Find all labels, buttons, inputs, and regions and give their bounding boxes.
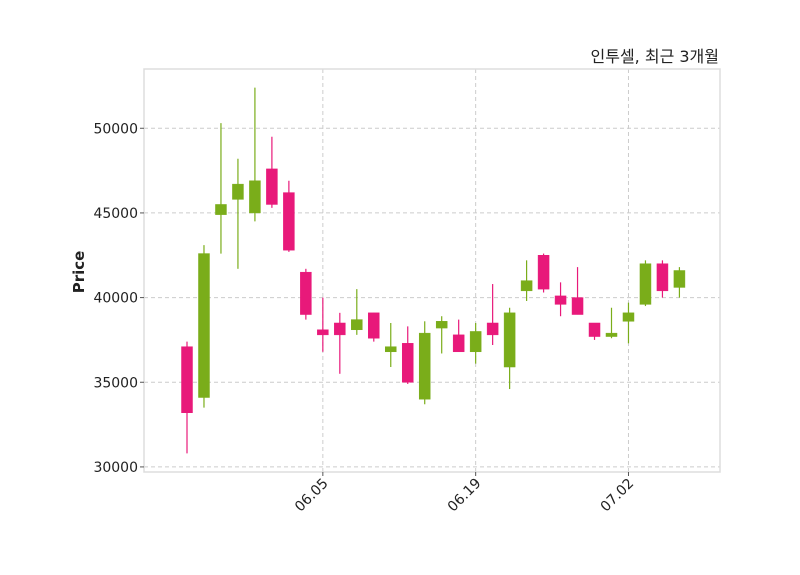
candle-down — [317, 297, 329, 352]
candle-body — [639, 263, 652, 305]
candle-body — [266, 168, 278, 205]
candle-body — [486, 322, 499, 336]
y-tick-label: 45000 — [93, 206, 138, 222]
y-tick-label: 35000 — [93, 375, 138, 391]
y-tick-label: 40000 — [93, 291, 138, 307]
candle-down — [571, 267, 584, 315]
candle-down — [554, 282, 567, 317]
candle-body — [249, 180, 261, 214]
candle-down — [537, 253, 550, 293]
candle-up — [639, 260, 652, 307]
candle-body — [537, 255, 550, 290]
y-tick-label: 30000 — [93, 460, 138, 476]
candle-body — [385, 346, 397, 353]
candle-body — [435, 321, 448, 329]
candle-body — [401, 343, 414, 383]
candle-up — [520, 260, 533, 301]
candle-up — [622, 302, 635, 344]
candle-body — [571, 297, 584, 315]
candle-body — [368, 312, 380, 339]
candle-body — [656, 263, 669, 292]
candle-up — [418, 321, 431, 405]
candle-body — [605, 332, 618, 337]
candle-down — [368, 312, 380, 342]
x-tick-label: 06.19 — [445, 476, 485, 516]
candle-body — [418, 332, 431, 400]
candle-up — [605, 307, 618, 339]
candle-body — [198, 253, 210, 398]
candle-down — [452, 319, 465, 353]
candle-down — [266, 136, 278, 208]
candle-body — [232, 183, 244, 200]
candle-body — [317, 329, 329, 336]
candle-down — [181, 341, 193, 454]
candle-body — [588, 322, 601, 337]
candle-up — [232, 158, 244, 269]
x-tick-label: 07.02 — [598, 476, 638, 516]
candle-body — [215, 204, 227, 215]
candle-up — [249, 87, 261, 222]
candle-body — [351, 319, 363, 331]
candle-body — [622, 312, 635, 322]
candle-body — [334, 322, 346, 336]
y-tick-label: 50000 — [93, 121, 138, 137]
candle-up — [385, 322, 397, 368]
candle-body — [520, 280, 533, 292]
candle-down — [401, 326, 414, 384]
candles — [181, 87, 686, 454]
candle-up — [198, 245, 210, 408]
y-axis: 30000 35000 40000 45000 50000 — [93, 121, 144, 476]
candle-down — [656, 260, 669, 298]
candle-body — [300, 271, 312, 315]
candle-up — [469, 322, 482, 364]
grid — [144, 69, 720, 472]
plot-frame — [143, 68, 721, 473]
candle-up — [215, 123, 227, 254]
x-tick-label: 06.05 — [292, 476, 332, 516]
candle-body — [469, 331, 482, 353]
candle-down — [486, 284, 499, 346]
candle-body — [181, 346, 193, 413]
candle-down — [300, 268, 312, 320]
x-axis: 06.05 06.19 07.02 — [292, 472, 637, 515]
candle-up — [351, 289, 363, 335]
candle-down — [334, 312, 346, 374]
candle-body — [283, 192, 295, 251]
candle-body — [503, 312, 516, 368]
y-axis-label: Price — [70, 251, 88, 294]
chart-title: 인투셀, 최근 3개월 — [591, 47, 719, 66]
candle-up — [435, 316, 448, 354]
candle-down — [283, 180, 295, 252]
plot-area — [144, 69, 720, 472]
candle-body — [673, 270, 686, 288]
candle-up — [673, 267, 686, 298]
candle-body — [554, 295, 567, 305]
candle-body — [452, 334, 465, 353]
candle-down — [588, 322, 601, 340]
candle-up — [503, 307, 516, 390]
